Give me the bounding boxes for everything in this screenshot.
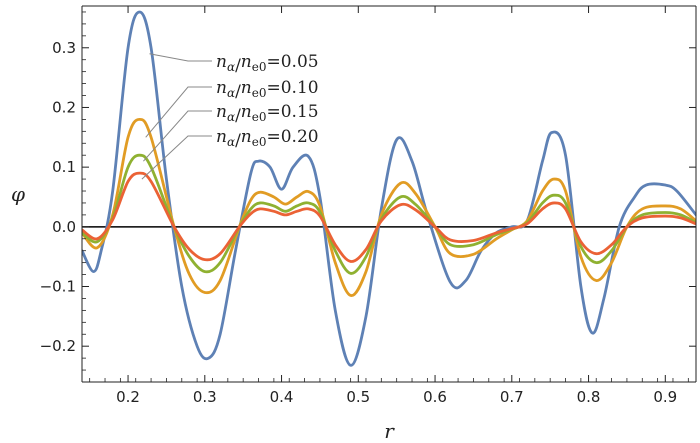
series-line-3 bbox=[82, 153, 696, 275]
x-tick-label: 0.9 bbox=[653, 388, 677, 406]
y-tick-label: 0.3 bbox=[52, 39, 76, 57]
y-axis-label: φ bbox=[11, 182, 25, 206]
y-tick-label: 0.0 bbox=[52, 218, 76, 236]
x-tick-label: 0.5 bbox=[346, 388, 370, 406]
legend-label-2: nα/ne0=0.10 bbox=[216, 78, 319, 102]
legend-leader-2 bbox=[145, 86, 212, 138]
y-tick-label: −0.2 bbox=[40, 337, 76, 355]
legend: nα/ne0=0.05nα/ne0=0.10nα/ne0=0.15nα/ne0=… bbox=[141, 52, 319, 180]
y-tick-label: 0.2 bbox=[52, 98, 76, 116]
series-group bbox=[82, 10, 696, 367]
x-axis-label: r bbox=[384, 419, 395, 443]
series-line-2 bbox=[82, 118, 696, 297]
series-line-1 bbox=[82, 10, 696, 367]
legend-label-4: nα/ne0=0.20 bbox=[216, 127, 319, 151]
legend-leader-1 bbox=[149, 53, 212, 62]
plot-area bbox=[82, 10, 696, 367]
y-tick-label: −0.1 bbox=[40, 278, 76, 296]
series-line-4 bbox=[82, 171, 696, 263]
legend-label-3: nα/ne0=0.15 bbox=[216, 102, 319, 126]
axes: 0.2 0.3 0.4 0.5 0.6 0.7 0.8 0.9 −0.2 −0.1 0.0 0.1 0.… bbox=[40, 5, 697, 406]
legend-label-1: nα/ne0=0.05 bbox=[216, 52, 319, 76]
x-tick-label: 0.4 bbox=[270, 388, 294, 406]
legend-leader-3 bbox=[143, 110, 212, 162]
legend-leader-4 bbox=[141, 135, 212, 180]
y-tick-label: 0.1 bbox=[52, 158, 76, 176]
x-tick-label: 0.6 bbox=[423, 388, 447, 406]
x-tick-label: 0.3 bbox=[193, 388, 217, 406]
x-tick-label: 0.2 bbox=[116, 388, 140, 406]
x-tick-label: 0.8 bbox=[577, 388, 601, 406]
x-tick-label: 0.7 bbox=[500, 388, 524, 406]
